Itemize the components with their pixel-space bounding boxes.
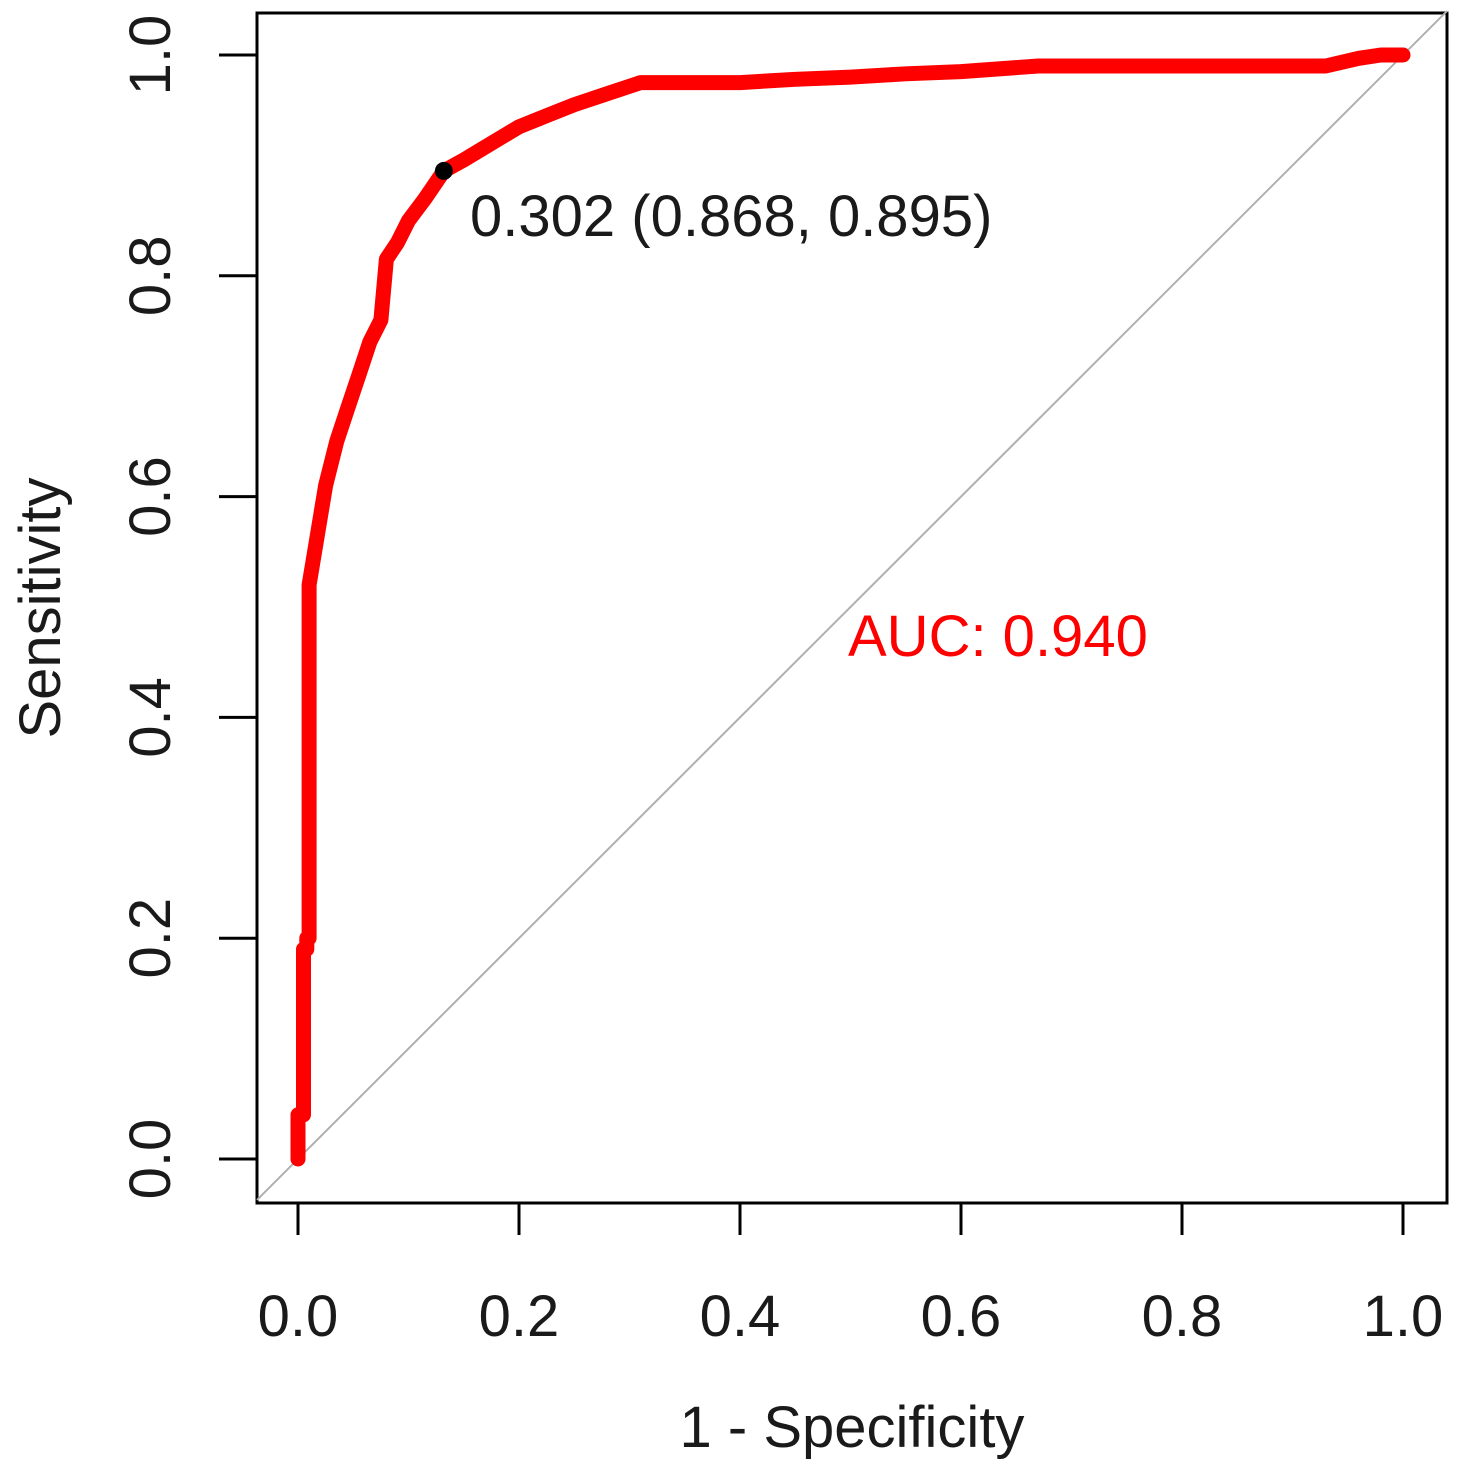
threshold-annotation: 0.302 (0.868, 0.895)	[470, 184, 992, 249]
x-tick-label: 0.8	[1142, 1284, 1223, 1349]
y-tick-label: 0.0	[118, 1119, 183, 1200]
x-tick-label: 0.0	[258, 1284, 339, 1349]
y-tick-label: 1.0	[118, 15, 183, 96]
y-tick-label: 0.6	[118, 456, 183, 537]
auc-annotation: AUC: 0.940	[848, 604, 1148, 669]
x-tick-label: 0.4	[700, 1284, 781, 1349]
y-axis-label: Sensitivity	[8, 477, 73, 738]
x-axis: 0.0 0.2 0.4 0.6 0.8 1.0	[258, 1201, 1444, 1349]
y-tick-label: 0.2	[118, 898, 183, 979]
y-axis: 0.0 0.2 0.4 0.6 0.8 1.0	[118, 15, 259, 1200]
diagonal-reference-line	[256, 10, 1448, 1201]
optimal-threshold-point	[434, 161, 453, 180]
x-tick-label: 0.2	[479, 1284, 560, 1349]
y-tick-label: 0.4	[118, 677, 183, 758]
x-axis-label: 1 - Specificity	[680, 1395, 1025, 1460]
x-tick-label: 1.0	[1363, 1284, 1444, 1349]
x-tick-label: 0.6	[921, 1284, 1002, 1349]
y-tick-label: 0.8	[118, 235, 183, 316]
